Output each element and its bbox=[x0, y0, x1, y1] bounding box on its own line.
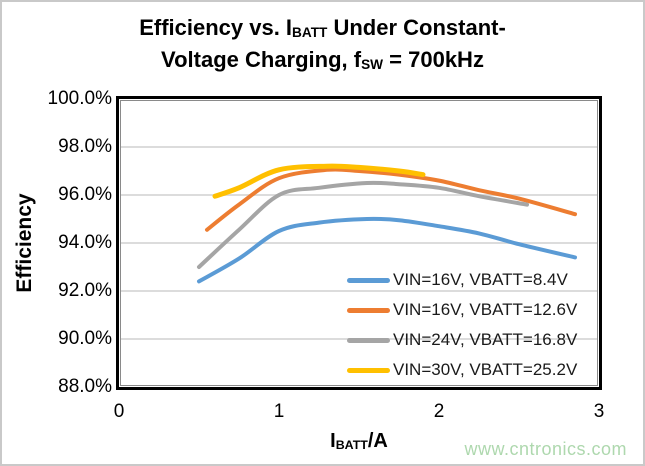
legend-line-swatch bbox=[347, 277, 390, 283]
legend-label: VIN=16V, VBATT=8.4V bbox=[393, 270, 568, 289]
legend-label: VIN=30V, VBATT=25.2V bbox=[393, 360, 578, 379]
x-axis-label-text: /A bbox=[367, 430, 388, 452]
x-tick-label: 2 bbox=[433, 401, 445, 422]
legend-item-4: VIN=30V, VBATT=25.2V bbox=[347, 355, 577, 385]
legend-label: VIN=24V, VBATT=16.8V bbox=[393, 330, 578, 349]
y-tick-label: 96.0% bbox=[58, 184, 112, 205]
legend-line-swatch bbox=[347, 307, 390, 313]
x-axis-label-text: I bbox=[330, 430, 336, 452]
legend: VIN=16V, VBATT=8.4V VIN=16V, VBATT=12.6V V… bbox=[347, 265, 577, 385]
legend-line-swatch bbox=[347, 367, 390, 373]
chart-title-line2: Voltage Charging, fSW = 700kHz bbox=[2, 45, 643, 77]
x-tick-label: 3 bbox=[593, 401, 605, 422]
title-text: Voltage Charging, f bbox=[161, 47, 362, 72]
gridline bbox=[120, 146, 598, 148]
x-axis-title: IBATT/A bbox=[119, 430, 599, 453]
legend-label: VIN=16V, VBATT=12.6V bbox=[393, 300, 578, 319]
gridline bbox=[120, 290, 598, 292]
x-tick-label: 0 bbox=[113, 401, 125, 422]
title-text: Under Constant- bbox=[327, 15, 506, 40]
watermark: www.cntronics.com bbox=[464, 439, 627, 459]
chart-title: Efficiency vs. IBATT Under Constant- Vol… bbox=[2, 13, 643, 77]
y-tick-label: 98.0% bbox=[58, 136, 112, 157]
x-tick-label: 1 bbox=[273, 401, 285, 422]
legend-item-1: VIN=16V, VBATT=8.4V bbox=[347, 265, 577, 295]
legend-item-2: VIN=16V, VBATT=12.6V bbox=[347, 295, 577, 325]
y-tick-label: 94.0% bbox=[58, 232, 112, 253]
y-tick-label: 90.0% bbox=[58, 328, 112, 349]
chart-title-line1: Efficiency vs. IBATT Under Constant- bbox=[2, 13, 643, 45]
y-tick-label: 88.0% bbox=[58, 376, 112, 397]
y-tick-label: 92.0% bbox=[58, 280, 112, 301]
legend-item-3: VIN=24V, VBATT=16.8V bbox=[347, 325, 577, 355]
legend-line-swatch bbox=[347, 337, 390, 343]
title-subscript-sw: SW bbox=[361, 57, 384, 73]
y-tick-label: 100.0% bbox=[47, 88, 112, 109]
plot-inner-border bbox=[120, 100, 598, 386]
title-text: = 700kHz bbox=[383, 47, 484, 72]
x-axis-subscript-batt: BATT bbox=[335, 438, 368, 453]
title-text: Efficiency vs. I bbox=[139, 15, 293, 40]
plot-area bbox=[116, 96, 602, 390]
title-subscript-batt: BATT bbox=[292, 25, 328, 41]
